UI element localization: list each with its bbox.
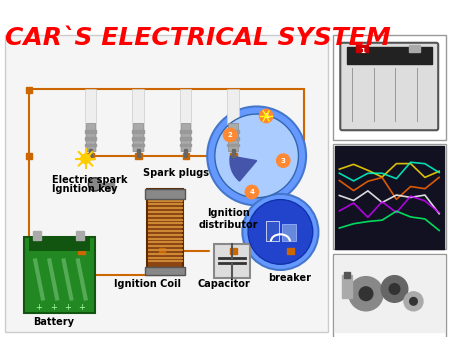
- Bar: [84, 89, 96, 151]
- Bar: [133, 122, 143, 151]
- Bar: [84, 137, 96, 140]
- Bar: [232, 149, 235, 157]
- FancyBboxPatch shape: [340, 43, 438, 130]
- Bar: [287, 248, 294, 254]
- Bar: [230, 153, 237, 159]
- Bar: [180, 89, 191, 151]
- Text: 1: 1: [264, 113, 269, 119]
- Bar: [85, 122, 95, 151]
- Bar: [146, 267, 185, 275]
- Bar: [100, 183, 114, 186]
- Bar: [283, 224, 296, 242]
- Bar: [356, 45, 368, 52]
- Text: Ignition Coil: Ignition Coil: [114, 280, 181, 290]
- Bar: [109, 186, 110, 190]
- Bar: [132, 89, 144, 151]
- Circle shape: [410, 298, 417, 305]
- Bar: [335, 146, 444, 249]
- Text: 2: 2: [228, 132, 232, 138]
- FancyBboxPatch shape: [333, 145, 446, 249]
- Bar: [227, 130, 238, 133]
- Text: +: +: [50, 303, 57, 312]
- Text: Spark plugs: Spark plugs: [143, 168, 209, 178]
- Circle shape: [404, 292, 423, 311]
- Bar: [266, 220, 280, 242]
- Bar: [227, 137, 238, 140]
- Bar: [146, 189, 185, 199]
- Bar: [26, 153, 32, 159]
- Text: CAR`S ELECTRICAL SYSTEM: CAR`S ELECTRICAL SYSTEM: [5, 26, 391, 50]
- Bar: [335, 256, 444, 332]
- Bar: [137, 149, 140, 157]
- FancyBboxPatch shape: [5, 35, 328, 332]
- FancyBboxPatch shape: [333, 254, 446, 346]
- Wedge shape: [230, 156, 256, 181]
- Circle shape: [359, 287, 373, 301]
- Text: +: +: [78, 303, 85, 312]
- Circle shape: [89, 178, 102, 191]
- Bar: [409, 45, 420, 52]
- Circle shape: [381, 276, 408, 302]
- Bar: [342, 275, 352, 299]
- Bar: [227, 144, 238, 146]
- Bar: [214, 244, 250, 277]
- Bar: [105, 186, 107, 190]
- Text: +: +: [36, 303, 42, 312]
- Bar: [87, 153, 94, 159]
- Bar: [347, 47, 431, 64]
- Bar: [90, 149, 92, 157]
- Text: 3: 3: [281, 158, 286, 164]
- Bar: [84, 130, 96, 133]
- Text: 4: 4: [249, 189, 255, 195]
- Bar: [180, 137, 191, 140]
- Circle shape: [248, 200, 313, 264]
- Bar: [132, 130, 144, 133]
- Circle shape: [242, 194, 319, 270]
- Circle shape: [215, 114, 299, 198]
- Bar: [26, 88, 32, 93]
- Bar: [24, 237, 95, 313]
- Circle shape: [81, 154, 91, 164]
- Text: 1: 1: [361, 47, 365, 54]
- Circle shape: [245, 185, 258, 199]
- Circle shape: [277, 154, 290, 167]
- FancyBboxPatch shape: [333, 35, 446, 140]
- Bar: [132, 144, 144, 146]
- Bar: [147, 189, 183, 275]
- Bar: [159, 248, 165, 254]
- Text: Ignition
distributor: Ignition distributor: [199, 208, 258, 230]
- Circle shape: [349, 276, 383, 311]
- Text: Electric spark: Electric spark: [52, 175, 128, 185]
- Bar: [344, 272, 350, 277]
- Text: Ignition key: Ignition key: [52, 184, 118, 194]
- Circle shape: [259, 109, 273, 122]
- Bar: [230, 248, 237, 254]
- Bar: [112, 186, 114, 190]
- Bar: [181, 122, 190, 151]
- Circle shape: [223, 128, 237, 142]
- Bar: [227, 89, 238, 151]
- Bar: [84, 144, 96, 146]
- Bar: [78, 248, 84, 254]
- Bar: [182, 153, 189, 159]
- Bar: [184, 149, 187, 157]
- Bar: [28, 237, 91, 251]
- Bar: [33, 231, 41, 240]
- Text: +: +: [64, 303, 71, 312]
- Bar: [132, 137, 144, 140]
- Text: Battery: Battery: [33, 318, 74, 327]
- Circle shape: [389, 284, 400, 294]
- Bar: [228, 122, 237, 151]
- Bar: [180, 144, 191, 146]
- Circle shape: [207, 107, 306, 205]
- Text: breaker: breaker: [268, 273, 311, 283]
- Bar: [180, 130, 191, 133]
- Text: Capacitor: Capacitor: [197, 280, 250, 290]
- Bar: [76, 231, 83, 240]
- Bar: [135, 153, 142, 159]
